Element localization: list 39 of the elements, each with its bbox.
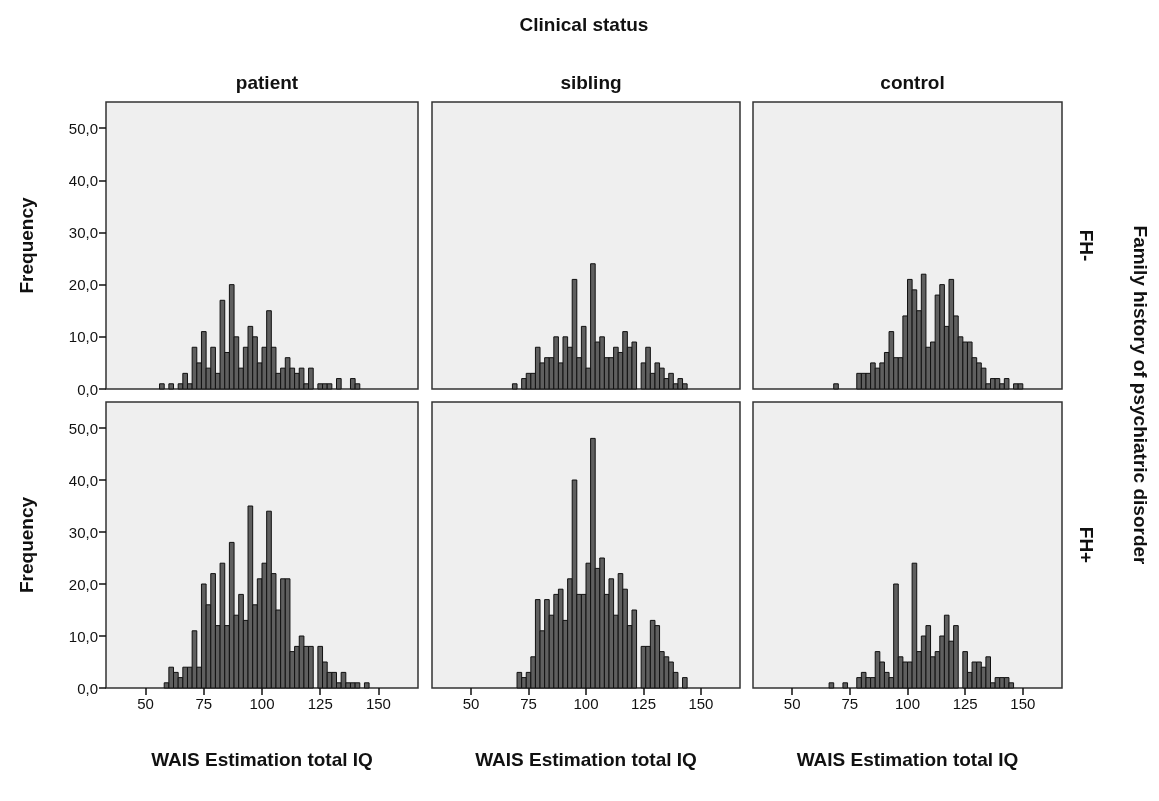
x-tick-label: 50 xyxy=(137,695,154,712)
x-tick-label: 150 xyxy=(688,695,714,712)
text: Family history of psychiatric disorder xyxy=(1129,225,1151,566)
x-tick-label: 50 xyxy=(462,695,480,712)
y-axis-title: Frequency xyxy=(16,496,37,594)
y-tick-label: 30,0 xyxy=(68,223,98,241)
x-axis-title: WAIS Estimation total IQ xyxy=(475,748,697,770)
text: FH- xyxy=(1075,229,1097,262)
y-tick-label: 0,0 xyxy=(77,679,98,697)
x-axis-title: WAIS Estimation total IQ xyxy=(151,748,373,770)
x-tick-label: 100 xyxy=(249,695,275,712)
x-tick-label: 150 xyxy=(1010,695,1036,712)
x-axis-title: WAIS Estimation total IQ xyxy=(796,748,1019,770)
chart-title: control xyxy=(880,72,945,93)
chart-title: patient xyxy=(235,72,299,93)
chart-title: sibling xyxy=(560,72,622,93)
y-tick-label: 30,0 xyxy=(68,523,98,541)
y-tick-label: 0,0 xyxy=(77,380,98,398)
x-tick-label: 100 xyxy=(894,695,921,712)
text: FH+ xyxy=(1075,526,1097,564)
x-tick-label: 75 xyxy=(195,695,213,712)
x-tick-label: 125 xyxy=(952,695,978,712)
x-tick-label: 75 xyxy=(520,695,537,712)
y-tick-label: 20,0 xyxy=(68,575,98,593)
y-tick-label: 40,0 xyxy=(68,471,98,489)
x-tick-label: 150 xyxy=(365,695,391,712)
y-tick-label: 40,0 xyxy=(68,171,98,189)
x-tick-label: 75 xyxy=(841,695,859,712)
x-tick-label: 125 xyxy=(307,695,333,712)
x-tick-label: 100 xyxy=(573,695,599,712)
y-tick-label: 10,0 xyxy=(68,627,98,645)
y-tick-label: 50,0 xyxy=(68,419,98,437)
x-tick-label: 50 xyxy=(783,695,801,712)
y-tick-label: 50,0 xyxy=(68,119,98,137)
y-tick-label: 10,0 xyxy=(68,328,98,346)
text: Clinical status xyxy=(519,13,649,35)
y-axis-title: Frequency xyxy=(16,197,37,294)
y-tick-label: 20,0 xyxy=(68,276,98,294)
x-tick-label: 125 xyxy=(630,695,656,712)
